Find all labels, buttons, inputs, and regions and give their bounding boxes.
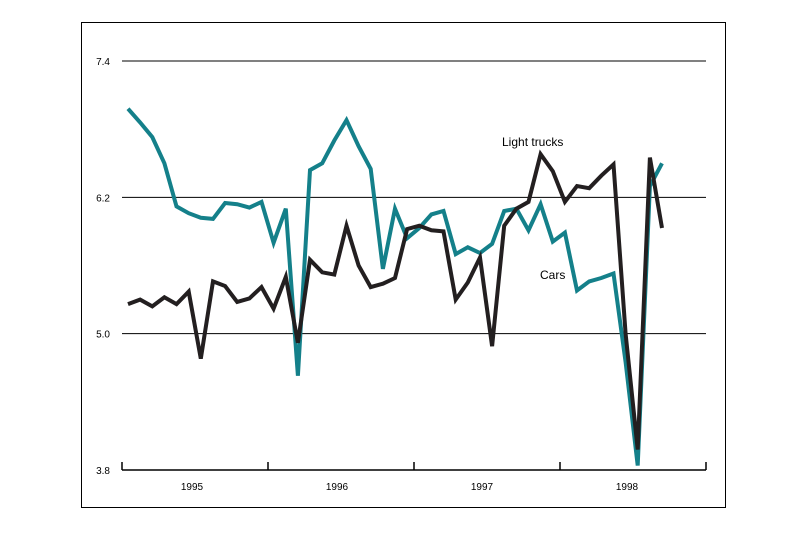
chart-frame (81, 22, 726, 508)
series-lines (126, 107, 664, 466)
y-tick-labels: 7.4 6.2 5.0 3.8 (96, 57, 110, 477)
series-label-light-trucks: Light trucks (502, 135, 563, 149)
x-axis (121, 462, 707, 471)
series-line-cars (126, 107, 664, 466)
x-tick-label: 1996 (326, 482, 349, 493)
series-line-light-trucks (127, 149, 664, 450)
x-tick-label: 1998 (616, 482, 639, 493)
y-tick-label: 7.4 (96, 57, 110, 68)
x-tick-label: 1997 (471, 482, 494, 493)
series-label-cars: Cars (540, 268, 565, 282)
x-tick-labels: 1995 1996 1997 1998 (181, 482, 639, 493)
gridlines (122, 60, 706, 335)
x-tick-label: 1995 (181, 482, 204, 493)
y-tick-label: 5.0 (96, 330, 110, 341)
y-tick-label: 3.8 (96, 466, 110, 477)
y-tick-label: 6.2 (96, 193, 110, 204)
